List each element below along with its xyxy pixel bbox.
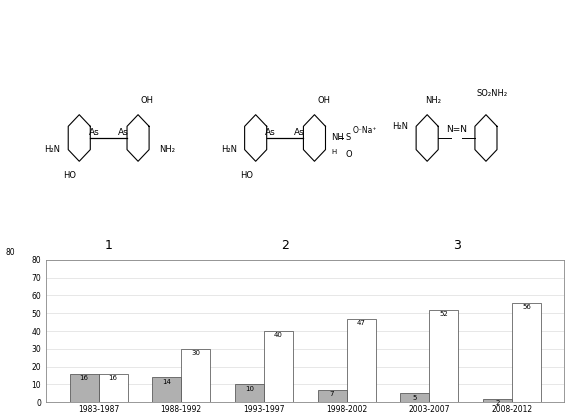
Text: SO₂NH₂: SO₂NH₂ bbox=[477, 89, 508, 98]
Text: H: H bbox=[331, 149, 337, 155]
Bar bbox=[512, 303, 541, 402]
Text: NH: NH bbox=[331, 134, 344, 142]
Text: 2: 2 bbox=[495, 400, 500, 406]
Text: 1: 1 bbox=[105, 239, 112, 252]
Text: OH: OH bbox=[317, 96, 330, 105]
Text: N=N: N=N bbox=[446, 124, 467, 134]
Text: 56: 56 bbox=[522, 304, 531, 310]
Bar bbox=[400, 393, 429, 402]
Text: 5: 5 bbox=[412, 395, 417, 401]
Text: 30: 30 bbox=[191, 350, 200, 356]
Text: NH₂: NH₂ bbox=[426, 96, 442, 105]
Text: Figure 5: Figure 5 bbox=[262, 281, 314, 291]
Text: HO: HO bbox=[63, 171, 77, 180]
Text: As: As bbox=[266, 128, 276, 137]
Text: As: As bbox=[89, 128, 100, 137]
Bar bbox=[181, 349, 210, 402]
Bar bbox=[98, 374, 127, 402]
Bar bbox=[483, 399, 512, 402]
Bar bbox=[152, 377, 181, 402]
Bar bbox=[347, 318, 376, 402]
Text: OH: OH bbox=[141, 96, 154, 105]
Text: 80: 80 bbox=[5, 248, 15, 257]
Text: NH₂: NH₂ bbox=[159, 145, 175, 154]
Text: H₂N: H₂N bbox=[221, 145, 237, 154]
Text: H₂N: H₂N bbox=[44, 145, 60, 154]
Text: As: As bbox=[118, 128, 128, 137]
Text: As: As bbox=[294, 128, 305, 137]
Text: H₂N: H₂N bbox=[392, 122, 408, 131]
Text: 14: 14 bbox=[162, 379, 171, 385]
Text: : Premiers antibactériens synthétisés: : Premiers antibactériens synthétisés bbox=[316, 281, 526, 292]
Bar bbox=[264, 331, 293, 402]
Text: HO: HO bbox=[240, 171, 253, 180]
Text: 52: 52 bbox=[439, 311, 448, 317]
Text: 3: 3 bbox=[453, 239, 460, 252]
Text: 40: 40 bbox=[274, 332, 283, 339]
Text: 7: 7 bbox=[330, 391, 335, 397]
Text: 16: 16 bbox=[108, 375, 118, 381]
Bar bbox=[429, 310, 458, 402]
Bar bbox=[70, 374, 98, 402]
Text: S: S bbox=[345, 134, 350, 142]
Text: 16: 16 bbox=[79, 375, 89, 381]
Text: O⁻Na⁺: O⁻Na⁺ bbox=[353, 126, 377, 135]
Text: O: O bbox=[345, 150, 352, 159]
Bar bbox=[235, 385, 264, 402]
Bar bbox=[318, 390, 347, 402]
Text: 10: 10 bbox=[245, 386, 254, 392]
Text: 2: 2 bbox=[281, 239, 289, 252]
Text: 47: 47 bbox=[357, 320, 366, 326]
